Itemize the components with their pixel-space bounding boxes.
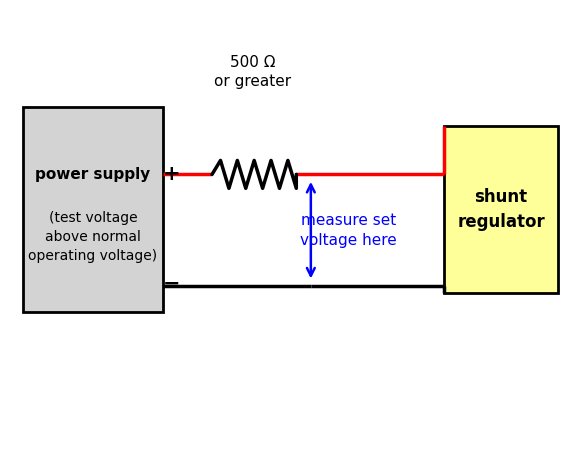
Text: −: − bbox=[163, 273, 180, 294]
FancyBboxPatch shape bbox=[23, 107, 163, 312]
Text: shunt
regulator: shunt regulator bbox=[457, 188, 545, 231]
Text: power supply: power supply bbox=[35, 167, 150, 182]
Text: measure set
voltage here: measure set voltage here bbox=[300, 213, 397, 247]
FancyBboxPatch shape bbox=[444, 126, 558, 293]
Text: +: + bbox=[163, 164, 180, 185]
Text: (test voltage
above normal
operating voltage): (test voltage above normal operating vol… bbox=[28, 211, 157, 263]
Text: 500 Ω
or greater: 500 Ω or greater bbox=[214, 55, 291, 89]
